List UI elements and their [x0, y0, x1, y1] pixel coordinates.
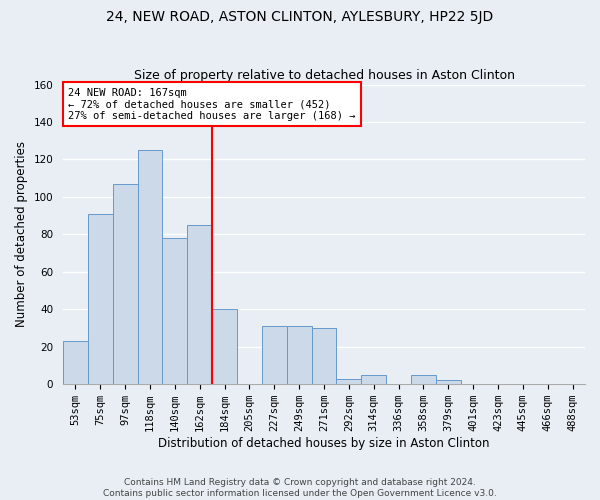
- Bar: [212, 310, 237, 384]
- Bar: [411, 375, 436, 384]
- Bar: [88, 214, 113, 384]
- Text: 24, NEW ROAD, ASTON CLINTON, AYLESBURY, HP22 5JD: 24, NEW ROAD, ASTON CLINTON, AYLESBURY, …: [106, 10, 494, 24]
- Bar: [311, 328, 337, 384]
- Bar: [187, 225, 212, 384]
- Bar: [113, 184, 137, 384]
- Text: 24 NEW ROAD: 167sqm
← 72% of detached houses are smaller (452)
27% of semi-detac: 24 NEW ROAD: 167sqm ← 72% of detached ho…: [68, 88, 356, 121]
- Bar: [137, 150, 163, 384]
- Bar: [436, 380, 461, 384]
- Bar: [262, 326, 287, 384]
- X-axis label: Distribution of detached houses by size in Aston Clinton: Distribution of detached houses by size …: [158, 437, 490, 450]
- Y-axis label: Number of detached properties: Number of detached properties: [15, 142, 28, 328]
- Title: Size of property relative to detached houses in Aston Clinton: Size of property relative to detached ho…: [134, 69, 515, 82]
- Bar: [163, 238, 187, 384]
- Text: Contains HM Land Registry data © Crown copyright and database right 2024.
Contai: Contains HM Land Registry data © Crown c…: [103, 478, 497, 498]
- Bar: [361, 375, 386, 384]
- Bar: [287, 326, 311, 384]
- Bar: [63, 341, 88, 384]
- Bar: [337, 378, 361, 384]
